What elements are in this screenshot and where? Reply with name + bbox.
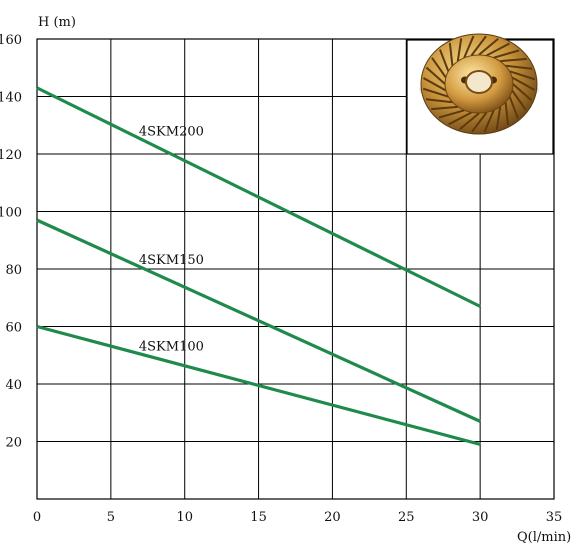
impeller-vane <box>422 87 449 98</box>
impeller-vane <box>508 96 519 119</box>
impeller-image <box>419 33 539 135</box>
impeller-vane <box>504 102 510 126</box>
x-tick-label: 20 <box>324 510 341 525</box>
impeller-vane <box>448 111 472 126</box>
impeller-vane <box>431 105 458 111</box>
impeller-vane <box>459 112 480 131</box>
y-tick-label: 160 <box>0 33 22 48</box>
impeller-vane <box>495 106 502 130</box>
series-labels: 4SKM200 4SKM150 4SKM100 <box>139 125 204 355</box>
impeller-vane <box>456 38 463 62</box>
x-tick-label: 10 <box>176 510 193 525</box>
impeller-vane <box>439 49 450 72</box>
impeller-vane <box>493 49 520 59</box>
series-lines <box>36 86 481 446</box>
impeller-vane <box>511 76 536 91</box>
x-tick-label: 35 <box>546 510 563 525</box>
series-line-4skm200 <box>36 86 481 308</box>
impeller-vane <box>512 83 533 102</box>
tick-labels: 0 5 10 15 20 25 30 35 20 40 60 80 100 120 140 160 <box>0 33 562 525</box>
impeller-vane <box>448 42 454 66</box>
impeller-vane <box>431 57 447 79</box>
impeller-vane <box>478 37 499 56</box>
impeller-vane <box>509 70 536 81</box>
x-tick-label: 25 <box>398 510 415 525</box>
impeller-vane <box>511 89 527 111</box>
impeller-vane <box>470 35 487 57</box>
impeller-vane <box>425 66 446 85</box>
impeller-vane <box>483 109 495 133</box>
x-axis-title: Q(l/min) <box>517 530 571 545</box>
impeller-vane <box>425 98 453 104</box>
y-tick-label: 100 <box>0 206 22 221</box>
x-tick-label: 15 <box>250 510 267 525</box>
x-tick-label: 30 <box>472 510 489 525</box>
impeller-vane <box>438 109 465 119</box>
impeller-vane <box>471 111 488 133</box>
impeller-vane <box>463 35 475 59</box>
y-tick-label: 120 <box>0 148 22 163</box>
impeller-vane <box>422 77 447 92</box>
y-tick-label: 80 <box>5 263 22 278</box>
y-axis-title: H (m) <box>38 15 76 30</box>
y-tick-label: 140 <box>0 91 22 106</box>
impeller-vane <box>505 64 533 70</box>
x-tick-label: 0 <box>33 510 41 525</box>
impeller-vane <box>486 42 510 57</box>
series-label-4skm100: 4SKM100 <box>139 339 204 354</box>
y-tick-label: 40 <box>5 378 22 393</box>
y-tick-label: 20 <box>5 436 22 451</box>
series-label-4skm200: 4SKM200 <box>139 125 204 140</box>
series-line-4skm150 <box>36 218 481 423</box>
series-line-4skm100 <box>36 324 481 446</box>
series-label-4skm150: 4SKM150 <box>139 253 204 268</box>
impeller-vane <box>500 57 527 63</box>
x-tick-label: 5 <box>107 510 115 525</box>
y-tick-label: 60 <box>5 321 22 336</box>
